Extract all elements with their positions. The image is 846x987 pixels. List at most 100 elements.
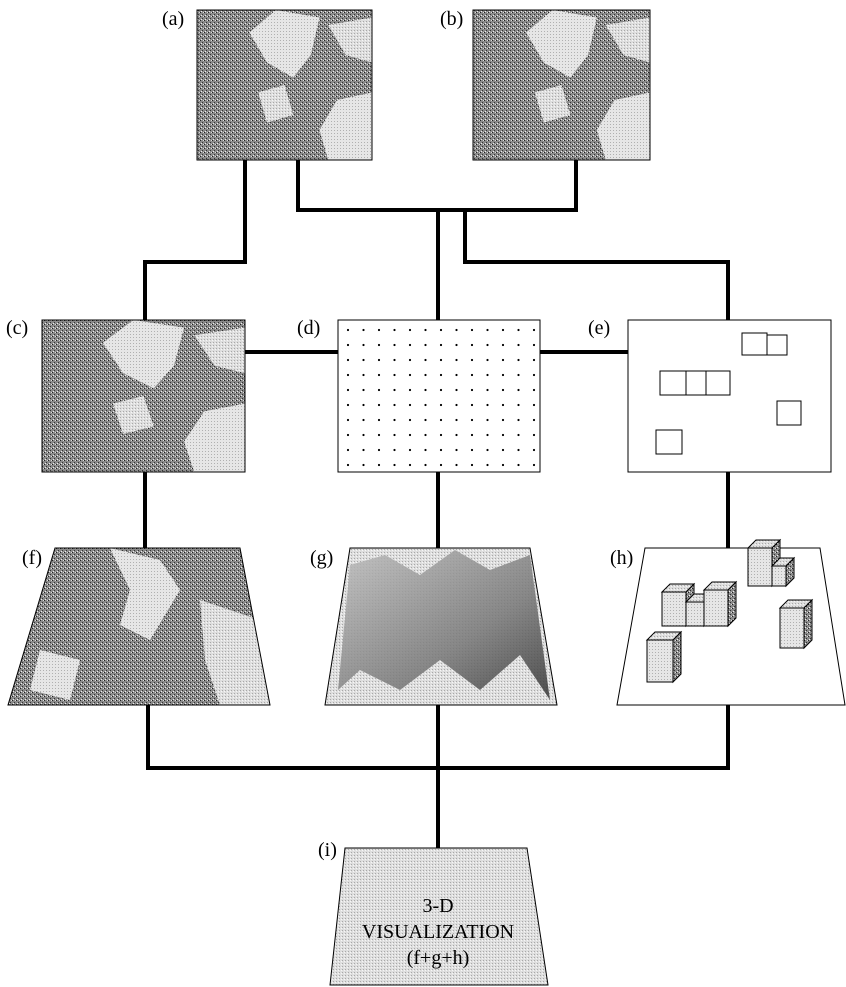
grid-dot [486,434,488,436]
grid-dot [455,359,457,361]
grid-dot [409,404,411,406]
grid-dot [424,434,426,436]
grid-dot [393,389,395,391]
grid-dot [502,419,504,421]
grid-dot [362,389,364,391]
grid-dot [517,389,519,391]
grid-dot [424,374,426,376]
cube-front [772,566,786,586]
grid-dot [440,434,442,436]
grid-dot [455,464,457,466]
grid-dot [409,344,411,346]
grid-dot [517,404,519,406]
panel-label: (i) [318,839,337,861]
grid-dot [486,374,488,376]
grid-dot [455,329,457,331]
grid-dot [362,434,364,436]
grid-dot [471,374,473,376]
map-image [42,320,245,472]
cube-front [780,608,804,648]
grid-dot [393,404,395,406]
panel-label: (c) [6,317,28,339]
grid-dot [362,374,364,376]
grid-dot [424,344,426,346]
grid-dot [471,389,473,391]
grid-dot [455,419,457,421]
grid-dot [424,419,426,421]
grid-dot [533,329,535,331]
grid-dot [502,464,504,466]
grid-dot [502,434,504,436]
grid-dot [409,329,411,331]
grid-dot [409,374,411,376]
grid-dot [378,434,380,436]
panel-d [338,320,540,472]
grid-dot [347,374,349,376]
grid-dot [502,404,504,406]
grid-dot [486,344,488,346]
grid-dot [502,344,504,346]
grid-dot [393,374,395,376]
grid-dot [533,434,535,436]
grid-dot [409,449,411,451]
grid-dot [347,449,349,451]
grid-dot [409,434,411,436]
grid-dot [486,419,488,421]
grid-dot [378,344,380,346]
grid-dot [471,434,473,436]
grid-dot [471,464,473,466]
cube-side [804,600,812,648]
grid-dot [455,434,457,436]
grid-dot [502,359,504,361]
grid-dot [440,464,442,466]
panel-label: (h) [610,547,633,569]
grid-dot [347,344,349,346]
grid-dot [440,359,442,361]
grid-dot [533,359,535,361]
grid-dot [362,419,364,421]
grid-dot [471,419,473,421]
panel-e [628,320,831,472]
map-image [197,10,372,160]
grid-dot [440,329,442,331]
grid-dot [471,344,473,346]
grid-dot [455,344,457,346]
grid-dot [424,329,426,331]
grid-dot [517,359,519,361]
grid-dot [517,464,519,466]
cube-front [686,602,704,626]
visualization-text: (f+g+h) [407,947,470,969]
grid-dot [393,359,395,361]
grid-dot [424,464,426,466]
connectors [145,160,728,848]
grid-dot [393,464,395,466]
grid-dot [393,434,395,436]
grid-dot [440,449,442,451]
grid-dot [362,344,364,346]
grid-dot [424,404,426,406]
grid-dot [502,389,504,391]
grid-dot [362,359,364,361]
grid-dot [347,419,349,421]
cube-front [748,548,772,586]
grid-dot [424,359,426,361]
grid-dot [347,359,349,361]
grid-dot [409,419,411,421]
grid-dot [347,464,349,466]
grid-dot [362,404,364,406]
grid-dot [517,434,519,436]
grid-dot [517,329,519,331]
grid-dot [393,329,395,331]
grid-dot [409,389,411,391]
grid-dot [440,374,442,376]
panel-label: (a) [162,8,184,30]
grid-dot [440,419,442,421]
cube-front [704,590,728,626]
grid-dot [393,344,395,346]
grid-dot [347,434,349,436]
grid-dot [502,329,504,331]
grid-dot [378,449,380,451]
grid-dot [517,449,519,451]
grid-dot [393,419,395,421]
cube-front [647,640,673,682]
